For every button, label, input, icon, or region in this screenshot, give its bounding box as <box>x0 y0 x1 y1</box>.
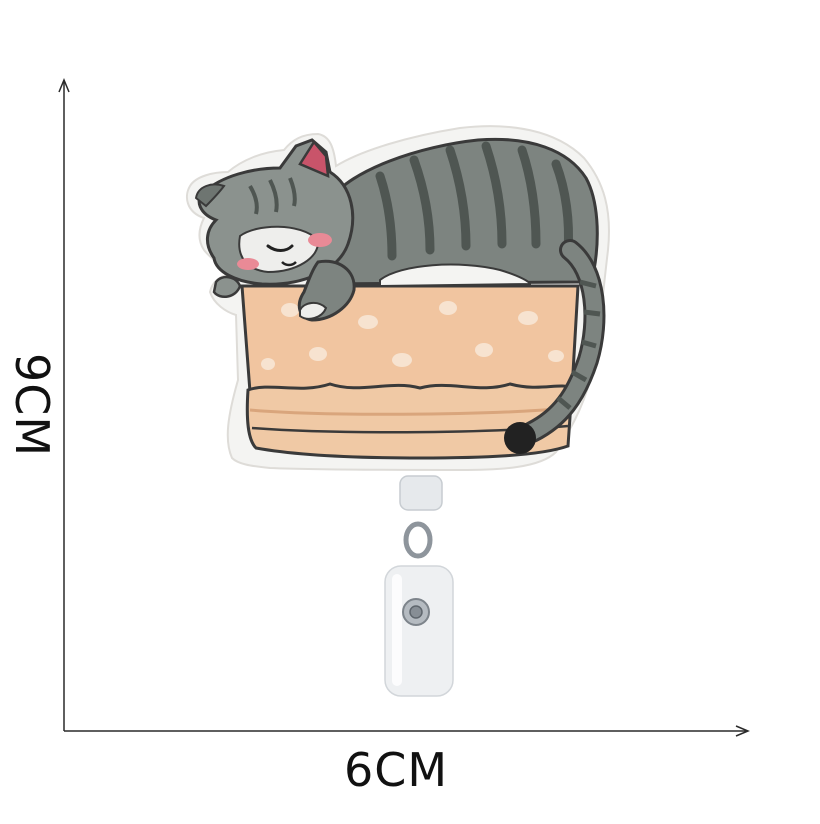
cat-paw-tip <box>299 302 328 320</box>
basket-body <box>240 284 580 394</box>
horizontal-arrow-icon <box>735 725 750 737</box>
cat-stripes <box>375 141 573 261</box>
basket-stripe-1 <box>249 406 571 416</box>
patch <box>186 125 610 472</box>
reel-strap-shine <box>392 574 402 686</box>
cat-tail-fill <box>524 242 603 440</box>
reel-hinge <box>399 475 443 511</box>
cat-eye-closed <box>266 244 294 252</box>
basket-base <box>245 382 574 460</box>
cat-blush-left <box>237 258 259 270</box>
sleeping-cat <box>194 137 606 454</box>
cat-mouth <box>281 261 297 267</box>
cat-belly <box>379 263 532 288</box>
cat-forehead-stripes <box>248 177 297 215</box>
cat-blush-right <box>308 233 332 247</box>
badge-reel-clip <box>384 475 454 697</box>
snap-button-center <box>409 605 423 619</box>
cat-ear-right <box>298 139 330 178</box>
vertical-arrow-icon <box>58 78 70 93</box>
reel-ring <box>403 521 433 559</box>
cat-ear-left <box>194 183 226 208</box>
basket-dots <box>261 301 564 370</box>
cat-chin <box>212 275 242 299</box>
cat-tail-tip <box>504 422 536 454</box>
width-dimension-label: 6CM <box>343 743 449 797</box>
dimension-axes <box>58 78 750 737</box>
height-dimension-label: 9CM <box>5 352 59 458</box>
cat-tail-stripes <box>556 279 601 410</box>
